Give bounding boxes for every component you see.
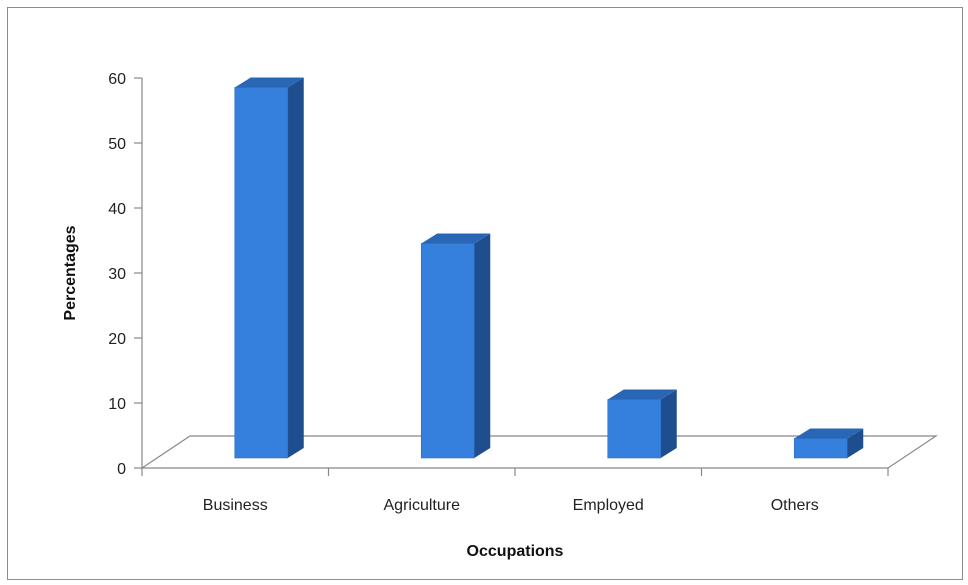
bar-side xyxy=(287,77,304,458)
bar-agriculture xyxy=(420,233,491,459)
x-axis-title: Occupations xyxy=(467,543,564,560)
bar-top xyxy=(234,77,304,88)
bar-top xyxy=(421,233,491,244)
y-axis-title: Percentages xyxy=(62,225,79,320)
bar-top xyxy=(794,428,864,439)
bar-front xyxy=(420,243,475,459)
bar-front xyxy=(607,399,662,459)
y-tick-label: 0 xyxy=(117,461,126,478)
y-tick-label: 60 xyxy=(108,71,126,88)
bar-side xyxy=(660,389,677,458)
chart-labels: 0 10 20 30 40 50 60 Business Agriculture Employed… xyxy=(108,71,819,514)
bar-others xyxy=(793,428,864,459)
y-tick-label: 50 xyxy=(108,136,126,153)
x-tick-label: Employed xyxy=(573,497,644,514)
chart-axes xyxy=(134,77,938,476)
x-tick-label: Agriculture xyxy=(384,497,461,514)
bar-side xyxy=(474,233,491,458)
bar-front xyxy=(234,87,289,459)
chart-floor xyxy=(140,435,938,469)
bar-side xyxy=(847,428,864,458)
x-tick-label: Business xyxy=(203,497,268,514)
y-tick-label: 40 xyxy=(108,201,126,218)
bar-employed xyxy=(607,389,677,459)
y-tick-label: 10 xyxy=(108,396,126,413)
y-tick-label: 30 xyxy=(108,266,126,283)
x-tick-label: Others xyxy=(771,497,819,514)
chart-bars xyxy=(234,77,864,459)
bar-front xyxy=(793,438,848,459)
bar-business xyxy=(234,77,304,459)
bar-top xyxy=(607,389,677,400)
y-tick-label: 20 xyxy=(108,331,126,348)
